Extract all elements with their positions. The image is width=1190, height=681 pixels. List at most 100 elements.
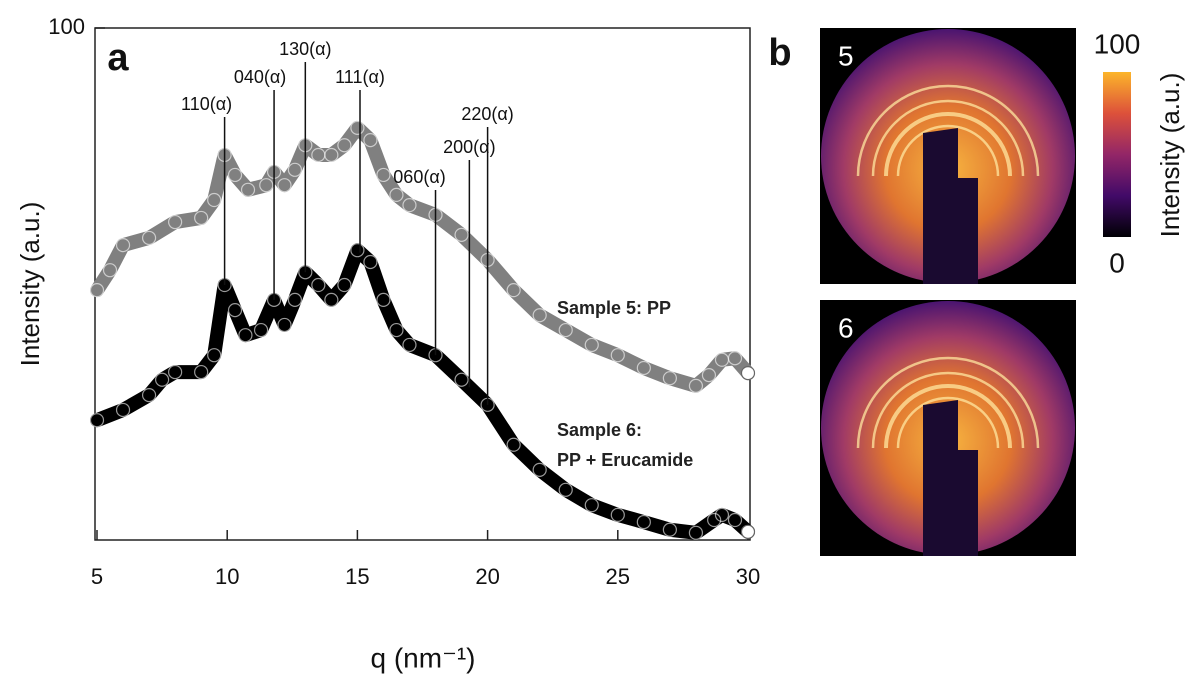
data-point [194,364,209,380]
data-point [662,371,677,386]
panel-label: a [107,37,129,79]
data-point [141,230,157,246]
data-point [701,368,717,383]
peak-label: 040(α) [234,67,286,87]
beamstop [923,400,978,556]
data-point [337,138,352,153]
series-line [90,243,755,540]
detector-image: 6 [820,300,1076,556]
data-point [363,133,378,148]
panel-label: b [768,32,791,74]
diffraction-ring [856,84,1040,177]
data-point [454,372,469,387]
data-point [363,254,378,270]
data-point [227,167,243,183]
x-tick-label: 10 [215,564,239,589]
data-point [350,120,365,135]
data-point [506,283,521,298]
data-point [727,512,743,528]
data-point [558,482,573,497]
data-point [636,360,651,376]
data-point [207,192,222,208]
diffraction-ring [884,384,1012,449]
data-point [253,322,269,338]
x-tick-label: 15 [345,564,369,589]
data-point [141,388,157,403]
image-label: 6 [838,312,854,343]
data-point [402,337,417,353]
data-point [324,147,339,163]
data-point [636,514,651,530]
diffraction-ring [871,99,1025,177]
data-point [194,210,209,226]
data-point [610,507,625,523]
data-point [277,178,292,193]
y-axis-label: Intensity (a.u.) [15,202,45,367]
data-point [714,507,730,523]
x-tick-label: 5 [91,564,103,589]
series-line [90,120,755,393]
colorbar [1103,72,1131,237]
data-point [89,283,105,298]
colorbar-tick-label: 0 [1109,247,1125,278]
data-point [350,243,365,258]
series-label: Sample 6: PP + Erucamide [557,420,694,470]
image-label: 5 [838,40,854,71]
colorbar-tick-label: 100 [1094,28,1141,59]
data-point [115,402,131,418]
data-point [207,348,222,363]
data-point [389,187,404,203]
data-point [584,337,599,353]
data-point [155,372,170,387]
data-point [311,277,326,293]
diffraction-ring [896,124,1000,177]
detector-image: 5 [820,28,1076,284]
diffraction-ring [884,112,1012,177]
data-point [168,214,183,230]
data-point [287,162,303,177]
data-point [168,364,183,380]
data-point [532,462,547,477]
data-point [506,437,521,452]
data-point [376,292,391,307]
x-tick-label: 25 [606,564,630,589]
series-label: Sample 5: PP [557,298,672,318]
diffraction-ring [896,396,1000,449]
data-point [740,524,756,539]
peak-label: 060(α) [393,167,445,187]
data-point [610,348,625,363]
data-point [89,413,105,428]
peak-label: 130(α) [279,39,331,59]
diffraction-ring [871,371,1025,449]
data-point [324,292,339,307]
data-point [740,365,756,381]
data-point [584,498,599,513]
beamstop [923,128,978,284]
data-point [532,308,547,323]
data-point [259,178,274,193]
data-point [240,182,256,197]
diffraction-ring [856,356,1040,449]
data-point [688,525,704,540]
data-point [688,378,704,393]
data-point [389,322,404,338]
data-point [287,292,303,307]
data-point [402,198,417,213]
data-point [558,322,573,338]
x-axis-label: q (nm⁻¹) [371,642,476,673]
data-point [707,512,722,528]
colorbar-label: Intensity (a.u.) [1155,73,1185,238]
x-tick-label: 30 [736,564,760,589]
data-point [662,522,677,537]
data-point [102,263,118,278]
data-point [376,167,391,183]
data-point [337,277,352,293]
data-point [238,328,253,343]
data-point [277,317,292,333]
data-point [227,303,243,318]
data-point [115,237,131,253]
peak-label: 110(α) [181,94,232,114]
peak-label: 200(α) [443,137,495,157]
